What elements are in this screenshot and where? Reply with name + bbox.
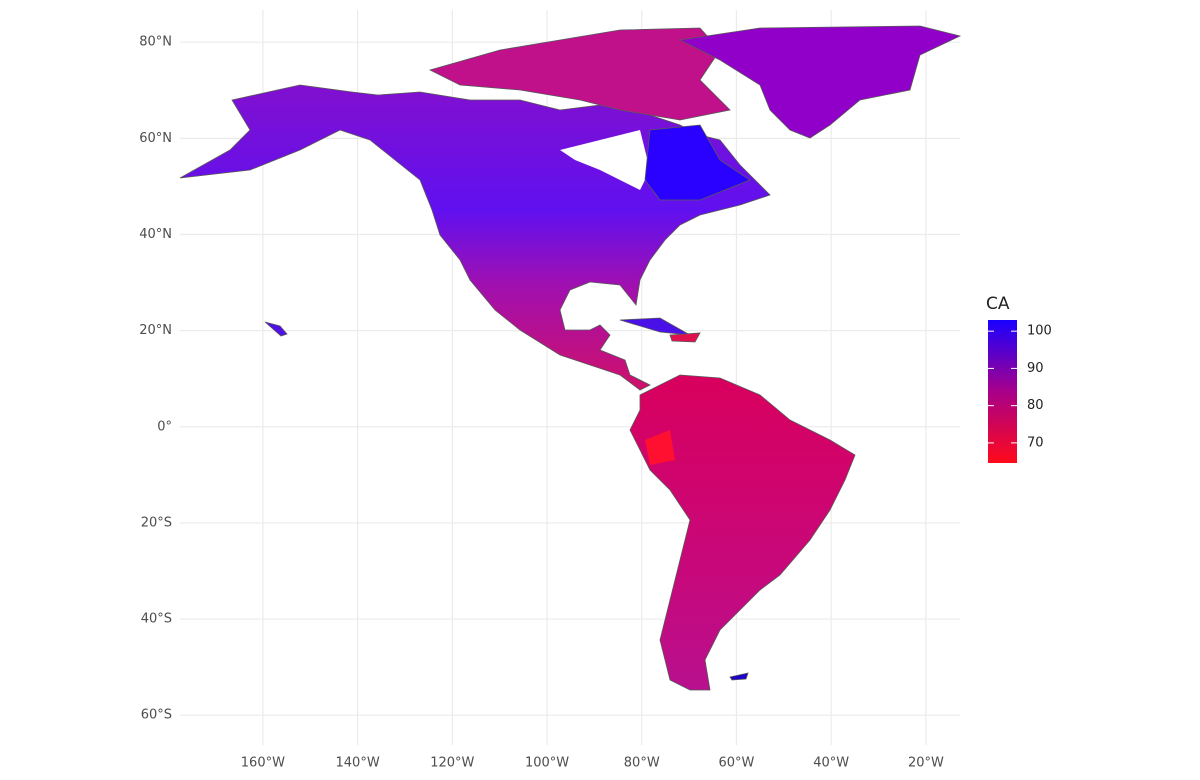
colorbar <box>988 320 1017 463</box>
axes: 160°W 140°W 120°W 100°W 80°W 60°W 40°W 20°W 60°S… <box>139 35 944 771</box>
arctic-islands <box>428 27 731 121</box>
ecuador-peru <box>645 430 675 465</box>
x-tick-label: 40°W <box>813 756 849 771</box>
colorbar-label: 100 <box>1027 324 1052 339</box>
x-tick-label: 120°W <box>430 756 474 771</box>
legend: CA 70 80 90 100 <box>986 294 1052 463</box>
x-tick-label: 20°W <box>908 756 944 771</box>
y-tick-label: 20°N <box>139 323 172 338</box>
cuba <box>619 317 691 336</box>
south-america <box>629 374 856 691</box>
falklands <box>729 672 749 681</box>
greenland <box>678 25 962 139</box>
land <box>179 25 962 691</box>
x-tick-label: 80°W <box>624 756 660 771</box>
y-tick-label: 60°N <box>139 131 172 146</box>
x-tick-label: 140°W <box>336 756 380 771</box>
y-tick-label: 60°S <box>141 708 172 723</box>
hudson-bay <box>560 130 650 190</box>
legend-title: CA <box>986 294 1010 314</box>
x-tick-label: 100°W <box>525 756 569 771</box>
hawaii <box>264 321 288 337</box>
x-tick-label: 160°W <box>241 756 285 771</box>
colorbar-label: 90 <box>1027 361 1044 376</box>
colorbar-label: 80 <box>1027 398 1044 413</box>
y-tick-label: 20°S <box>141 515 172 530</box>
y-tick-label: 80°N <box>139 35 172 50</box>
quebec <box>644 124 751 201</box>
colorbar-label: 70 <box>1027 435 1044 450</box>
y-tick-label: 40°N <box>139 227 172 242</box>
hispaniola <box>669 332 701 343</box>
y-tick-label: 40°S <box>141 612 172 627</box>
x-tick-label: 60°W <box>719 756 755 771</box>
y-tick-label: 0° <box>157 419 172 434</box>
